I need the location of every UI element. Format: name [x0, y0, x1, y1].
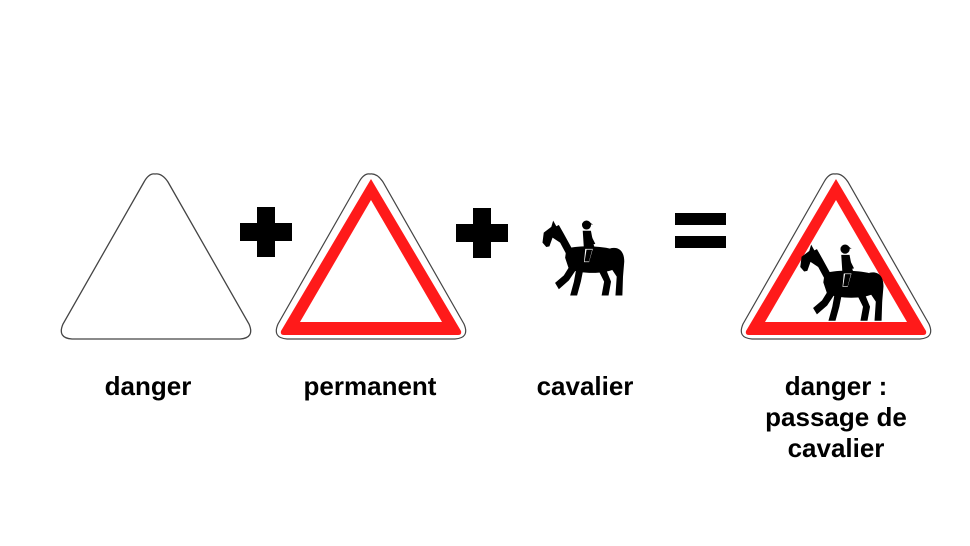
- caption-result: danger : passage de cavalier: [736, 371, 936, 464]
- white-triangle-icon: [58, 170, 254, 344]
- red-border-triangle-icon: [273, 170, 469, 344]
- caption-cavalier-text: cavalier: [536, 371, 634, 401]
- caption-permanent: permanent: [280, 371, 460, 402]
- horse-rider-icon: [538, 220, 630, 298]
- plus-icon: [240, 207, 292, 257]
- caption-result-line: danger :: [784, 371, 888, 401]
- horse-rider-warning-sign-icon: [738, 170, 934, 344]
- caption-permanent-text: permanent: [303, 371, 437, 401]
- caption-result-line: passage de: [765, 402, 907, 432]
- caption-result-line: cavalier: [787, 433, 885, 463]
- caption-danger: danger: [58, 371, 238, 402]
- caption-danger-text: danger: [104, 371, 192, 401]
- equals-icon: [675, 213, 726, 249]
- plus-icon: [456, 208, 508, 258]
- caption-cavalier: cavalier: [495, 371, 675, 402]
